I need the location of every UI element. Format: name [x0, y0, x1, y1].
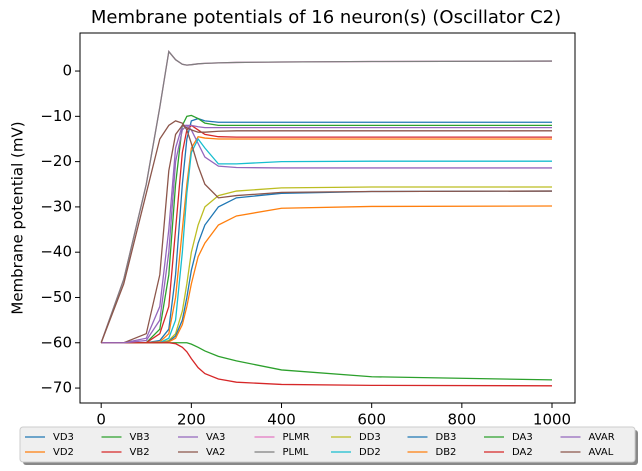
legend-label: PLMR: [283, 432, 310, 443]
y-tick-label: −30: [40, 197, 72, 215]
y-tick-label: −20: [40, 152, 72, 170]
legend-label: DB3: [436, 432, 457, 443]
legend-label: DB2: [436, 447, 457, 458]
legend-label: VD3: [53, 432, 74, 443]
y-axis-label: Membrane potential (mV): [9, 121, 27, 314]
x-tick-label: 1000: [533, 411, 571, 429]
legend-label: PLML: [283, 447, 309, 458]
series-line: [101, 186, 553, 344]
series-line: [101, 117, 553, 344]
series-line: [101, 124, 553, 344]
chart-title: Membrane potentials of 16 neuron(s) (Osc…: [91, 7, 561, 28]
legend-label: DA3: [512, 432, 533, 443]
legend-label: AVAR: [589, 432, 615, 443]
y-tick-label: −10: [40, 107, 72, 125]
legend-label: VB3: [130, 432, 150, 443]
legend-label: VB2: [130, 447, 150, 458]
legend-label: DD3: [359, 432, 381, 443]
y-tick-label: −40: [40, 243, 72, 261]
series-line: [100, 50, 553, 343]
x-tick-label: 0: [96, 411, 106, 429]
legend-label: VA3: [206, 432, 225, 443]
x-tick-label: 400: [267, 411, 296, 429]
y-tick-label: −50: [40, 288, 72, 306]
series-line: [101, 124, 553, 344]
legend: VD3 VD2 VB3 VB2 VA3 VA2 PLMR PLML DD3 DD2 DB3 DB2 DA…: [19, 426, 638, 465]
y-tick-label: −70: [40, 379, 72, 397]
y-tick-label: −60: [40, 333, 72, 351]
series-line: [101, 342, 553, 387]
plot-frame: [79, 32, 576, 404]
x-tick-label: 200: [177, 411, 206, 429]
series-line: [101, 342, 553, 381]
x-tick-label: 800: [448, 411, 477, 429]
series-line: [100, 120, 553, 343]
series-line: [101, 114, 553, 344]
legend-label: AVAL: [589, 447, 614, 458]
legend-label: VA2: [206, 447, 225, 458]
legend-label: VD2: [53, 447, 74, 458]
legend-label: DD2: [359, 447, 381, 458]
legend-box: [19, 426, 636, 463]
y-tick-label: 0: [62, 62, 72, 80]
x-tick-label: 600: [357, 411, 386, 429]
legend-label: DA2: [512, 447, 533, 458]
series-line: [100, 50, 553, 343]
series-line: [101, 124, 553, 344]
